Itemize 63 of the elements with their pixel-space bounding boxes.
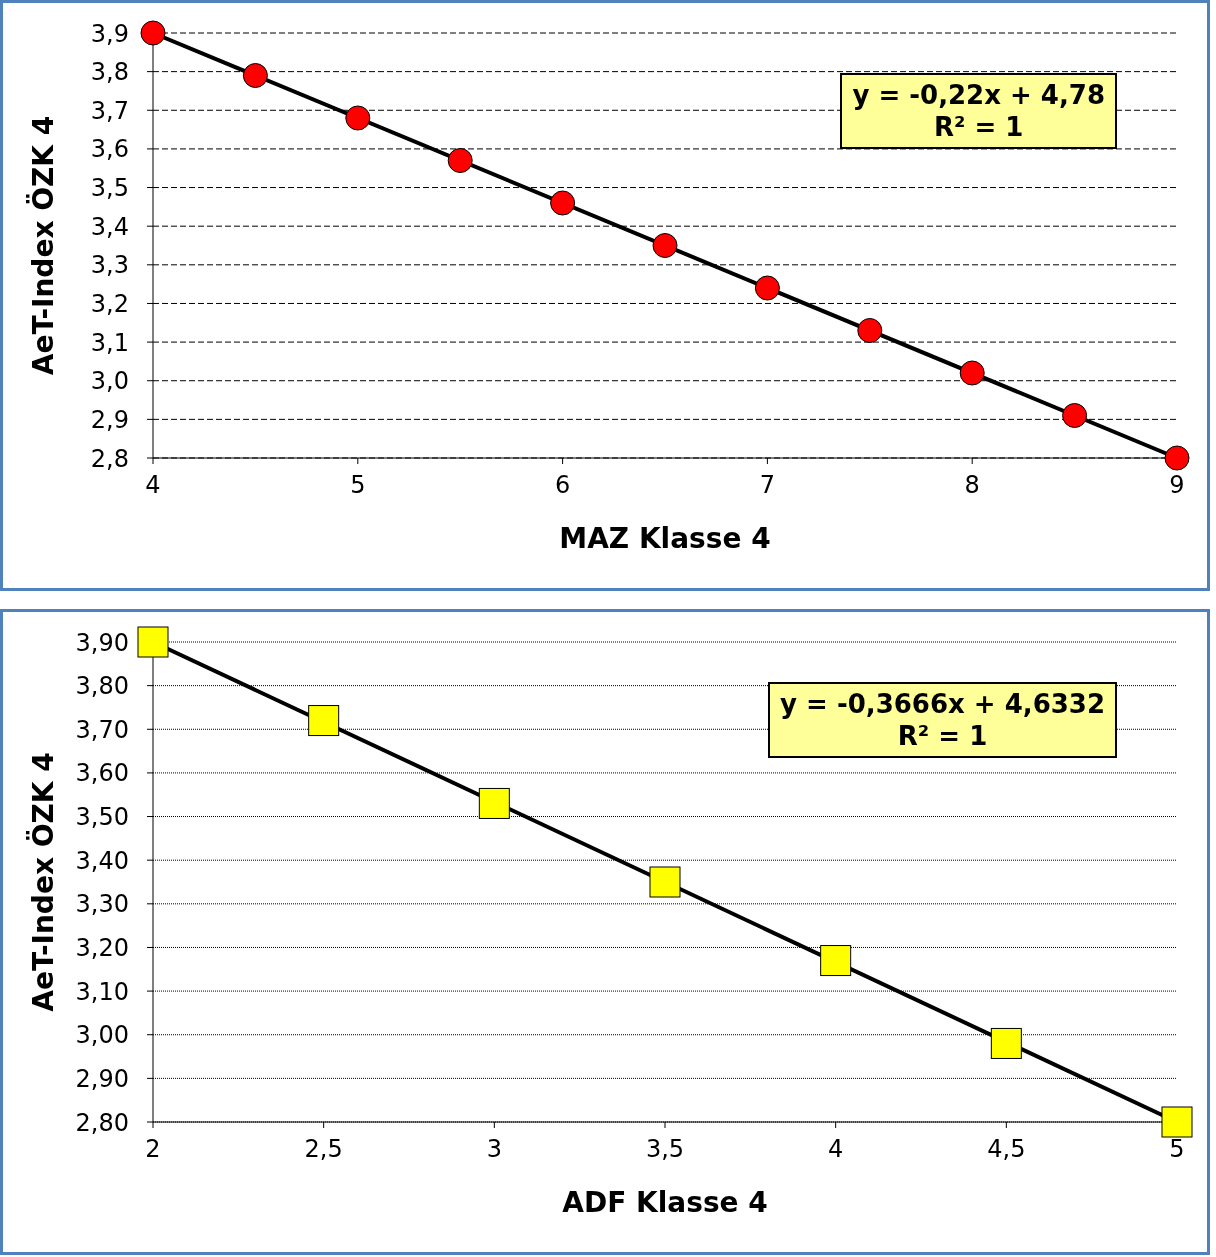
y-tick-label: 3,1 bbox=[90, 328, 129, 357]
x-tick-label: 5 bbox=[1169, 1135, 1185, 1164]
point bbox=[820, 945, 852, 977]
point bbox=[137, 626, 169, 658]
point bbox=[857, 318, 883, 343]
y-tick-label: 3,2 bbox=[90, 289, 129, 318]
y-tick-label: 3,8 bbox=[90, 58, 129, 87]
y-tick-label: 2,80 bbox=[75, 1108, 129, 1137]
point bbox=[242, 63, 268, 88]
x-axis-title: ADF Klasse 4 bbox=[562, 1186, 768, 1219]
point bbox=[1161, 1106, 1193, 1138]
point bbox=[550, 190, 576, 216]
point bbox=[478, 787, 510, 819]
x-tick-label: 6 bbox=[554, 471, 571, 500]
annotation: y = -0,22x + 4,78 bbox=[852, 79, 1105, 111]
x-tick-label: 4 bbox=[145, 471, 161, 500]
x-tick-label: 3 bbox=[486, 1135, 502, 1164]
point bbox=[652, 233, 678, 258]
x-tick-label: 9 bbox=[1169, 471, 1185, 500]
y-tick-label: 3,80 bbox=[75, 672, 129, 701]
x-tick-label: 4,5 bbox=[987, 1135, 1026, 1164]
y-tick-label: 3,4 bbox=[90, 212, 129, 241]
point bbox=[140, 20, 166, 46]
y-tick-label: 3,7 bbox=[90, 96, 129, 125]
y-tick-label: 3,9 bbox=[90, 19, 129, 48]
point bbox=[1062, 403, 1088, 428]
x-tick-label: 3,5 bbox=[645, 1135, 685, 1164]
point bbox=[345, 105, 371, 131]
x-tick-label: 7 bbox=[759, 471, 776, 500]
y-axis-title: AeT-Index ÖZK 4 bbox=[25, 752, 60, 1012]
y-tick-label: 3,10 bbox=[75, 977, 129, 1006]
y-tick-label: 3,00 bbox=[75, 1021, 129, 1050]
y-tick-label: 3,60 bbox=[75, 759, 129, 788]
annotation: R² = 1 bbox=[896, 720, 989, 752]
point bbox=[649, 866, 681, 898]
point bbox=[990, 1027, 1022, 1059]
y-tick-label: 3,30 bbox=[75, 890, 129, 919]
y-tick-label: 3,3 bbox=[90, 251, 129, 280]
x-tick-label: 5 bbox=[350, 471, 366, 500]
y-tick-label: 3,5 bbox=[90, 174, 129, 203]
point bbox=[959, 360, 985, 386]
x-axis-title: MAZ Klasse 4 bbox=[559, 522, 771, 555]
y-tick-label: 2,9 bbox=[90, 405, 129, 434]
point bbox=[1164, 445, 1190, 471]
point bbox=[308, 705, 340, 737]
y-tick-label: 3,6 bbox=[90, 135, 129, 164]
y-tick-label: 3,70 bbox=[75, 715, 129, 744]
y-tick-label: 2,90 bbox=[75, 1064, 129, 1093]
annotation: R² = 1 bbox=[933, 111, 1025, 143]
y-tick-label: 2,8 bbox=[90, 444, 129, 473]
x-tick-label: 8 bbox=[964, 471, 980, 500]
annotation: y = -0,3666x + 4,6332 bbox=[780, 688, 1105, 720]
y-tick-label: 3,40 bbox=[75, 846, 129, 875]
y-tick-label: 3,50 bbox=[75, 803, 129, 832]
point bbox=[447, 148, 473, 173]
y-tick-label: 3,0 bbox=[90, 367, 129, 396]
point bbox=[754, 275, 780, 301]
y-tick-label: 3,90 bbox=[75, 628, 129, 657]
x-tick-label: 2 bbox=[145, 1135, 161, 1164]
x-tick-label: 4 bbox=[828, 1135, 844, 1164]
y-tick-label: 3,20 bbox=[75, 933, 129, 962]
x-tick-label: 2,5 bbox=[304, 1135, 343, 1164]
y-axis-title: AeT-Index ÖZK 4 bbox=[25, 115, 60, 376]
